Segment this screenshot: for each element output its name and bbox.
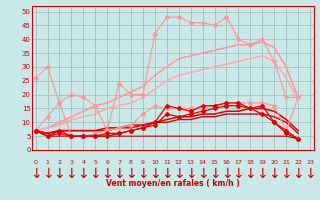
- X-axis label: Vent moyen/en rafales ( km/h ): Vent moyen/en rafales ( km/h ): [106, 179, 240, 188]
